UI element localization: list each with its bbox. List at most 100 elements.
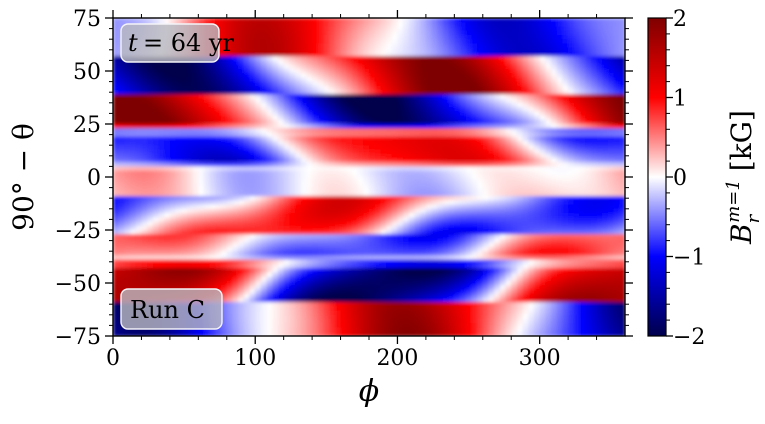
- heatmap-cell-3141: [573, 162, 581, 168]
- heatmap-cell-2983: [186, 157, 194, 163]
- heatmap-cell-2209: [391, 119, 399, 125]
- heatmap-cell-390: [283, 34, 291, 40]
- heatmap-cell-2901: [232, 153, 239, 159]
- heatmap-cell-4211: [516, 213, 524, 218]
- heatmap-cell-3200: [397, 166, 404, 172]
- heatmap-cell-1429: [562, 81, 569, 87]
- heatmap-cell-2857: [494, 149, 501, 155]
- heatmap-cell-3608: [158, 187, 165, 193]
- heatmap-cell-4249: [221, 217, 228, 223]
- heatmap-cell-1480: [340, 85, 347, 91]
- heatmap-cell-589: [391, 43, 399, 49]
- heatmap-cell-3647: [380, 187, 387, 193]
- heatmap-cell-1718: [158, 98, 165, 104]
- heatmap-cell-2095: [255, 115, 262, 121]
- heatmap-cell-670: [340, 47, 347, 53]
- heatmap-cell-2550: [283, 136, 291, 142]
- heatmap-cell-3743: [414, 191, 421, 197]
- heatmap-cell-114: [249, 22, 256, 28]
- heatmap-cell-4072: [238, 208, 245, 214]
- heatmap-cell-1436: [602, 81, 609, 87]
- heatmap-cell-2765: [482, 145, 490, 151]
- heatmap-cell-2085: [198, 115, 205, 121]
- heatmap-cell-3480: [454, 179, 461, 185]
- heatmap-cell-1471: [289, 85, 296, 91]
- heatmap-cell-3375: [369, 174, 376, 180]
- heatmap-cell-1785: [539, 98, 547, 104]
- heatmap-cell-2908: [272, 153, 279, 159]
- heatmap-cell-351: [573, 30, 581, 36]
- heatmap-cell-2534: [192, 136, 200, 142]
- heatmap-cell-2923: [357, 153, 365, 159]
- heatmap-cell-1494: [420, 85, 427, 91]
- heatmap-cell-1045: [425, 64, 433, 70]
- heatmap-cell-3886: [204, 200, 211, 206]
- heatmap-cell-4477: [494, 225, 501, 231]
- heatmap-cell-4809: [334, 242, 342, 248]
- heatmap-cell-1091: [175, 68, 182, 74]
- heatmap-cell-1052: [465, 64, 473, 70]
- heatmap-cell-3452: [295, 179, 302, 185]
- heatmap-cell-2826: [317, 149, 325, 155]
- heatmap-cell-3979: [221, 204, 228, 210]
- heatmap-cell-3576: [488, 183, 495, 189]
- heatmap-cell-2617: [152, 140, 160, 146]
- heatmap-cell-2015: [312, 111, 319, 117]
- heatmap-cell-4272: [351, 217, 359, 223]
- heatmap-cell-2010: [283, 111, 291, 117]
- heatmap-cell-2612: [124, 140, 131, 146]
- heatmap-cell-2395: [425, 128, 433, 134]
- heatmap-cell-1666: [374, 94, 382, 100]
- heatmap-cell-2368: [272, 128, 279, 134]
- heatmap-cell-4703: [243, 238, 251, 244]
- heatmap-cell-1412: [465, 81, 473, 87]
- heatmap-cell-1463: [243, 85, 251, 91]
- heatmap-cell-3562: [408, 183, 416, 189]
- heatmap-cell-3597: [607, 183, 615, 189]
- heatmap-cell-4370: [397, 221, 404, 227]
- heatmap-cell-538: [613, 39, 621, 45]
- heatmap-cell-63: [471, 18, 478, 23]
- heatmap-cell-4237: [152, 217, 160, 223]
- heatmap-cell-1699: [562, 94, 569, 100]
- heatmap-cell-3190: [340, 166, 347, 172]
- heatmap-cell-1481: [346, 85, 353, 91]
- heatmap-cell-3923: [414, 200, 421, 206]
- heatmap-cell-1580: [397, 90, 404, 96]
- heatmap-cell-3723: [300, 191, 308, 197]
- heatmap-cell-2435: [141, 132, 148, 138]
- heatmap-cell-3836: [431, 196, 438, 202]
- heatmap-cell-4598: [158, 234, 165, 240]
- heatmap-cell-2547: [266, 136, 273, 142]
- heatmap-cell-2770: [511, 145, 518, 151]
- heatmap-cell-1437: [607, 81, 615, 87]
- heatmap-cell-2260: [169, 124, 177, 129]
- heatmap-cell-1694: [533, 94, 541, 100]
- heatmap-cell-4981: [289, 251, 296, 257]
- heatmap-cell-1161: [573, 68, 581, 74]
- heatmap-cell-2861: [516, 149, 524, 155]
- heatmap-cell-3602: [124, 187, 131, 193]
- heatmap-cell-2754: [420, 145, 427, 151]
- heatmap-cell-1960: [511, 107, 518, 112]
- heatmap-cell-1446: [147, 85, 154, 91]
- heatmap-cell-36: [317, 18, 325, 23]
- heatmap-cell-1665: [369, 94, 376, 100]
- heatmap-cell-360: [113, 34, 120, 40]
- heatmap-cell-1849: [391, 102, 399, 108]
- heatmap-cell-1670: [397, 94, 404, 100]
- heatmap-cell-1758: [386, 98, 393, 104]
- heatmap-cell-4282: [408, 217, 416, 223]
- heatmap-cell-2313: [471, 124, 478, 129]
- heatmap-cell-2947: [494, 153, 501, 159]
- heatmap-cell-2613: [130, 140, 137, 146]
- heatmap-cell-4432: [238, 225, 245, 231]
- heatmap-cell-440: [568, 34, 575, 40]
- heatmap-cell-1365: [198, 81, 205, 87]
- heatmap-cell-1259: [619, 73, 625, 79]
- heatmap-cell-2129: [448, 115, 456, 121]
- heatmap-cell-4781: [175, 242, 182, 248]
- heatmap-cell-13: [186, 18, 194, 23]
- heatmap-cell-2496: [488, 132, 495, 138]
- heatmap-cell-932: [295, 60, 302, 66]
